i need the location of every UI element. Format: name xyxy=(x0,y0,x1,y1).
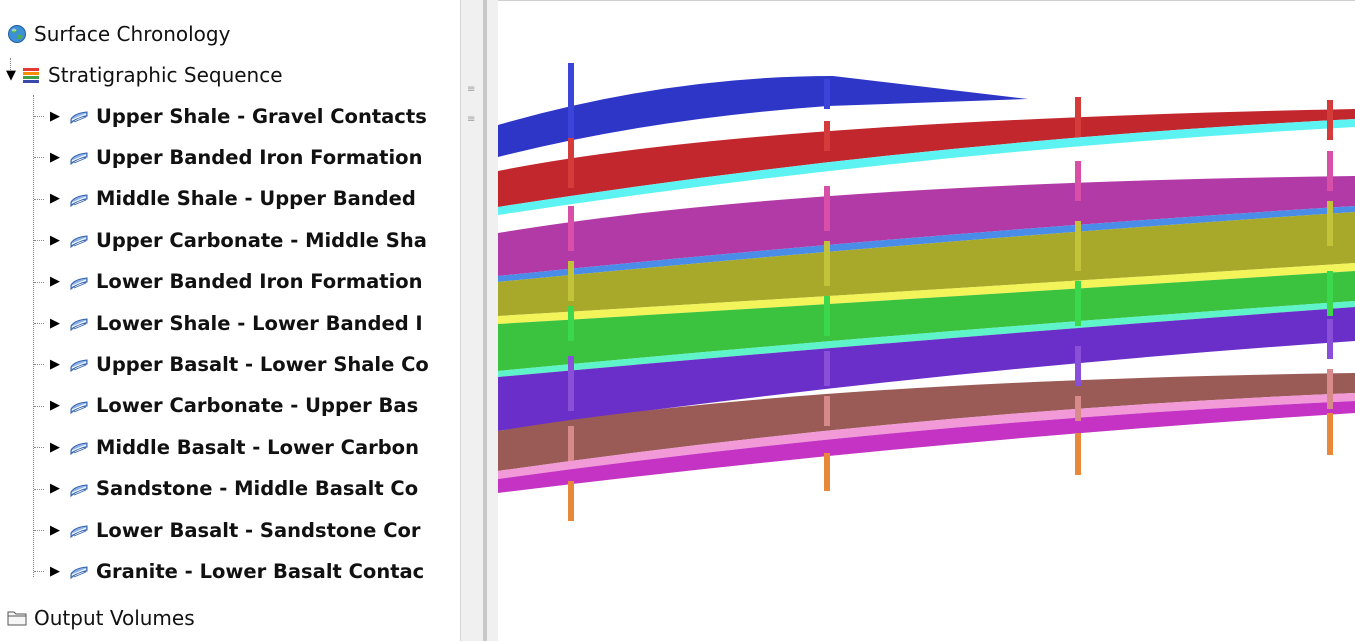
tree-item-surface[interactable]: ▶ Middle Basalt - Lower Carbon xyxy=(48,427,419,467)
tree-connector xyxy=(34,405,44,407)
surface-icon xyxy=(68,353,90,375)
tree-connector xyxy=(10,58,11,76)
surface-icon xyxy=(68,519,90,541)
model-tree-panel: Surface Chronology ▼ Stratigraphic Seque… xyxy=(0,0,460,641)
surface-green xyxy=(498,271,1355,371)
expand-arrow-icon[interactable]: ▶ xyxy=(50,481,60,497)
contact-pink xyxy=(498,393,1355,479)
expand-arrow-icon[interactable]: ▶ xyxy=(50,108,60,124)
tree-item-surface[interactable]: ▶ Granite - Lower Basalt Contac xyxy=(48,551,424,591)
stratigraphic-surfaces-render[interactable] xyxy=(498,1,1355,642)
tree-item-label: Lower Carbonate - Upper Bas xyxy=(96,394,419,418)
tree-connector xyxy=(34,323,44,324)
contact-yellow xyxy=(498,263,1355,324)
expand-arrow-icon[interactable]: ▶ xyxy=(50,315,60,331)
tree-item-surface[interactable]: ▶ Lower Banded Iron Formation xyxy=(48,262,423,302)
surface-purple xyxy=(498,307,1355,431)
expand-arrow-icon[interactable]: ▶ xyxy=(50,398,60,414)
surface-olive xyxy=(498,212,1355,316)
surface-violet xyxy=(498,401,1355,493)
globe-icon xyxy=(6,23,28,45)
tree-connector xyxy=(34,281,44,283)
well-post xyxy=(568,63,574,521)
contact-blue xyxy=(498,206,1355,282)
tree-connector xyxy=(34,447,44,449)
expand-arrow-icon[interactable]: ▶ xyxy=(50,563,60,579)
surface-icon xyxy=(68,560,90,582)
tree-item-label: Lower Basalt - Sandstone Cor xyxy=(96,518,421,542)
surface-red xyxy=(498,109,1355,207)
surface-blue xyxy=(498,76,1028,157)
expand-arrow-icon[interactable]: ▶ xyxy=(50,522,60,538)
expand-arrow-icon[interactable]: ▶ xyxy=(50,274,60,290)
well-post xyxy=(824,79,830,491)
surface-icon xyxy=(68,436,90,458)
expand-arrow-icon[interactable]: ▶ xyxy=(50,149,60,165)
tree-connector xyxy=(33,95,34,577)
surface-icon xyxy=(68,229,90,251)
3d-viewport[interactable] xyxy=(498,0,1355,642)
stack-layers-icon xyxy=(20,64,42,86)
well-post xyxy=(1327,100,1333,455)
expand-arrow-icon[interactable]: ▶ xyxy=(50,191,60,207)
contact-cyan xyxy=(498,119,1355,215)
tree-connector xyxy=(34,198,44,200)
tree-item-label: Upper Shale - Gravel Contacts xyxy=(96,104,427,128)
tree-item-label: Granite - Lower Basalt Contac xyxy=(96,559,425,583)
expand-arrow-icon[interactable]: ▶ xyxy=(50,232,60,248)
tree-connector xyxy=(34,157,44,159)
splitter-grip-icon: ≡ xyxy=(467,114,476,125)
surface-brown xyxy=(498,373,1355,471)
surface-icon xyxy=(68,312,90,334)
tree-item-stratigraphic-sequence[interactable]: ▼ Stratigraphic Sequence xyxy=(4,55,283,95)
tree-connector xyxy=(34,571,44,573)
well-post xyxy=(1075,97,1081,475)
tree-item-label: Middle Basalt - Lower Carbon xyxy=(96,435,419,459)
tree-connector xyxy=(34,530,44,531)
tree-connector xyxy=(34,364,44,366)
splitter-grip-icon: ≡ xyxy=(467,84,476,95)
tree-item-output-volumes[interactable]: Output Volumes xyxy=(6,598,195,638)
tree-connector xyxy=(34,116,44,117)
tree-item-label: Lower Banded Iron Formation xyxy=(96,270,423,294)
tree-item-label: Lower Shale - Lower Banded I xyxy=(96,311,423,335)
tree-item-surface[interactable]: ▶ Lower Carbonate - Upper Bas xyxy=(48,386,418,426)
tree-item-label: Sandstone - Middle Basalt Co xyxy=(96,477,419,501)
tree-item-surface[interactable]: ▶ Upper Shale - Gravel Contacts xyxy=(48,96,427,136)
tree-item-label: Middle Shale - Upper Banded xyxy=(96,187,416,211)
tree-item-surface[interactable]: ▶ Sandstone - Middle Basalt Co xyxy=(48,469,418,509)
tree-item-label: Upper Basalt - Lower Shale Co xyxy=(96,352,429,376)
tree-connector xyxy=(34,240,44,242)
collapse-arrow-icon[interactable]: ▼ xyxy=(6,67,16,83)
tree-item-label: Upper Carbonate - Middle Sha xyxy=(96,228,427,252)
surface-icon xyxy=(68,478,90,500)
contact-teal xyxy=(498,301,1355,377)
tree-item-label: Upper Banded Iron Formation xyxy=(96,145,423,169)
expand-arrow-icon[interactable]: ▶ xyxy=(50,439,60,455)
surface-icon xyxy=(68,146,90,168)
surface-icon xyxy=(68,271,90,293)
tree-item-surface[interactable]: ▶ Upper Banded Iron Formation xyxy=(48,137,422,177)
tree-item-surface[interactable]: ▶ Upper Basalt - Lower Shale Co xyxy=(48,344,429,384)
surface-icon xyxy=(68,105,90,127)
tree-connector xyxy=(34,488,44,490)
tree-item-surface[interactable]: ▶ Middle Shale - Upper Banded xyxy=(48,179,416,219)
splitter-bar xyxy=(483,0,487,641)
expand-arrow-icon[interactable]: ▶ xyxy=(50,356,60,372)
tree-item-surface[interactable]: ▶ Upper Carbonate - Middle Sha xyxy=(48,220,427,260)
tree-item-label: Stratigraphic Sequence xyxy=(48,63,283,87)
tree-item-surface[interactable]: ▶ Lower Shale - Lower Banded I xyxy=(48,303,423,343)
surface-magenta xyxy=(498,176,1355,276)
panel-splitter[interactable]: ≡ ≡ xyxy=(460,0,499,641)
tree-item-surface[interactable]: ▶ Lower Basalt - Sandstone Cor xyxy=(48,510,421,550)
tree-item-label: Output Volumes xyxy=(34,606,195,630)
tree-item-label: Surface Chronology xyxy=(34,22,231,46)
folder-icon xyxy=(6,607,28,629)
surface-icon xyxy=(68,395,90,417)
surface-icon xyxy=(68,188,90,210)
tree-item-surface-chronology[interactable]: Surface Chronology xyxy=(6,14,230,54)
